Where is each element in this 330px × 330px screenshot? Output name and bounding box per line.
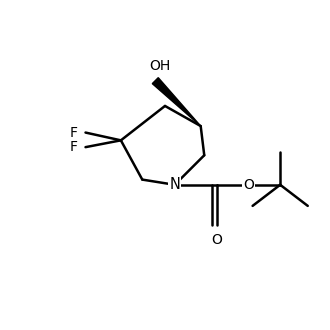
Polygon shape: [152, 78, 201, 126]
Text: O: O: [243, 178, 254, 192]
Text: F: F: [69, 140, 78, 154]
Text: OH: OH: [149, 58, 171, 73]
Text: N: N: [169, 177, 180, 192]
Text: F: F: [69, 125, 78, 140]
Text: O: O: [212, 233, 222, 247]
